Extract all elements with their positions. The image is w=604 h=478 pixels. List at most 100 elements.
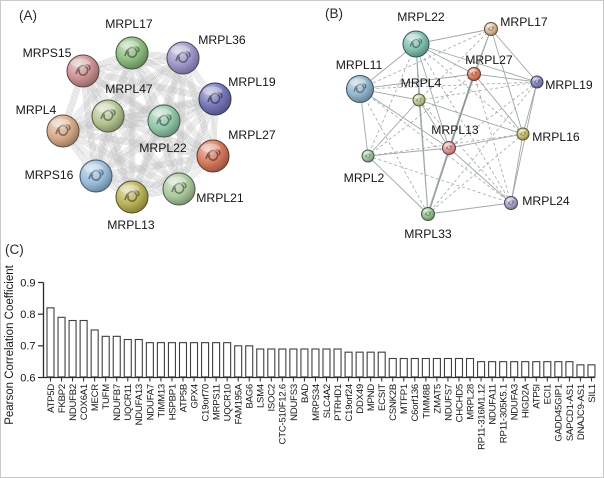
protein-structure-glyph [487, 26, 495, 31]
node-mrpl4 [412, 93, 426, 107]
x-tick-label: DNAJC9-AS1 [576, 384, 587, 440]
protein-structure-glyph [124, 46, 140, 58]
y-tick-label: 0.9 [20, 277, 35, 289]
node-mrpl22 [402, 30, 430, 58]
node-gloss [506, 197, 514, 202]
node-mrpl19 [198, 82, 232, 116]
bar-C6orf136 [410, 357, 419, 378]
x-tick-label: RP11-316M1.12 [476, 384, 487, 450]
node-label-mrpl19: MRPL19 [228, 75, 276, 89]
protein-structure-glyph [88, 169, 104, 181]
node-mrpl17 [115, 36, 149, 70]
protein-structure-glyph [424, 211, 432, 216]
x-tick-label: SIL1 [587, 384, 598, 403]
x-tick-label: DDX49 [355, 384, 366, 414]
protein-structure-glyph [124, 190, 140, 202]
bar-LSM4 [256, 348, 265, 378]
protein-structure-glyph [75, 64, 91, 76]
x-tick-label: NDUFA13 [134, 384, 145, 425]
node-gloss [120, 40, 140, 50]
x-tick-label: NDUFS3 [289, 384, 300, 421]
node-mrpl13 [442, 141, 456, 155]
node-mrpl4 [46, 114, 80, 148]
bar-SAPCD1-AS1 [565, 361, 574, 378]
panel-a-letter: (A) [19, 8, 37, 23]
x-tick-label: RP11-305K5.1 [499, 384, 510, 443]
node-mrpl22 [147, 104, 181, 138]
x-tick-label: ATP5B [178, 384, 189, 412]
bar-NDUFS3 [289, 348, 298, 378]
node-mrps15 [66, 54, 100, 88]
x-tick-label: UQCR11 [123, 384, 134, 421]
node-gloss [423, 208, 431, 213]
node-gloss [518, 129, 526, 133]
node-label-mrpl13: MRPL13 [431, 123, 479, 137]
bar-BAD [300, 348, 309, 378]
bar-SLC4A2 [322, 348, 331, 378]
bar-MRPS34 [311, 348, 320, 378]
bar-CSNK2B [388, 357, 397, 378]
bar-UQCR10 [223, 342, 232, 378]
node-label-mrpl16: MRPL16 [532, 130, 580, 144]
bar-ISOC2 [267, 348, 276, 378]
bar-FKBP2 [57, 316, 66, 378]
node-label-mrps15: MRPS15 [23, 46, 72, 60]
x-tick-label: ATP5D [46, 384, 57, 413]
node-label-mrpl36: MRPL36 [198, 33, 246, 47]
x-tick-label: NDUFA11 [488, 384, 499, 425]
bar-NDUFA11 [488, 361, 497, 378]
x-tick-label: MTFP1 [399, 384, 410, 414]
x-tick-label: ECSIT [377, 384, 388, 411]
chart-area: 0.6 0.7 0.8 0.9 ATP5D FKBP2 NDUFB2 COX6A1 MECR TU… [20, 277, 598, 450]
node-label-mrpl11: MRPL11 [336, 58, 383, 72]
bar-COX6A1 [79, 319, 88, 378]
x-tick-label: PTRHD1 [333, 384, 344, 421]
protein-structure-glyph [520, 131, 526, 136]
x-tick-label: ISOC2 [267, 384, 278, 412]
node-label-mrpl2: MRPL2 [344, 171, 385, 185]
bar-GADD45GIP1 [554, 361, 563, 378]
node-gloss [349, 78, 367, 87]
node-gloss [532, 77, 540, 81]
node-label-mrpl17: MRPL17 [500, 15, 548, 29]
bar-BAG6 [245, 345, 254, 378]
protein-structure-glyph [507, 200, 515, 205]
node-label-mrpl21: MRPL21 [196, 191, 244, 205]
y-tick-label: 0.7 [20, 341, 35, 353]
bar-ECI1 [543, 361, 552, 378]
x-tick-label: FAM195A [234, 383, 245, 424]
bar-ATP5B [178, 342, 188, 378]
x-tick-label: MRPL28 [465, 384, 476, 420]
node-label-mrpl13: MRPL13 [107, 218, 155, 232]
protein-structure-glyph [156, 114, 172, 126]
node-gloss [469, 68, 477, 73]
protein-structure-glyph [205, 149, 221, 161]
bar-MRPS11 [212, 342, 221, 378]
node-gloss [486, 23, 494, 28]
bar-TIMM8B [421, 357, 430, 378]
x-tick-label: MECR [90, 384, 101, 412]
panel-c-bar-chart: (C) Pearson Correlation Coefficient 0.60… [4, 242, 598, 450]
node-mrpl47 [91, 99, 125, 133]
node-gloss [167, 176, 187, 186]
bar-NDUFB2 [68, 319, 77, 378]
bar-SIL1 [587, 364, 596, 378]
bar-MECR [90, 329, 99, 378]
node-mrpl21 [162, 172, 196, 206]
bar-NDUFS7 [443, 357, 452, 378]
bar-ECSIT [377, 351, 386, 378]
bar-CHCHD5 [454, 357, 464, 378]
node-mrpl13 [115, 180, 149, 214]
x-tick-label: HIGD2A [521, 383, 532, 418]
bar-C19orf70 [201, 342, 210, 378]
node-gloss [203, 86, 223, 96]
panel-b-edges [359, 28, 538, 215]
x-tick-label: ECI1 [543, 384, 554, 404]
panel-b-network: (B) MRPL22 MRPL17 MRPL11 MRPL27 MRPL4 MRPL19 M… [325, 6, 593, 241]
bar-NDUFA3 [510, 361, 519, 378]
protein-structure-glyph [353, 83, 367, 94]
y-tick-label: 0.8 [20, 309, 35, 321]
x-tick-label: CSNK2B [388, 384, 399, 421]
node-label-mrpl4: MRPL4 [401, 76, 442, 90]
protein-structure-glyph [207, 92, 223, 104]
